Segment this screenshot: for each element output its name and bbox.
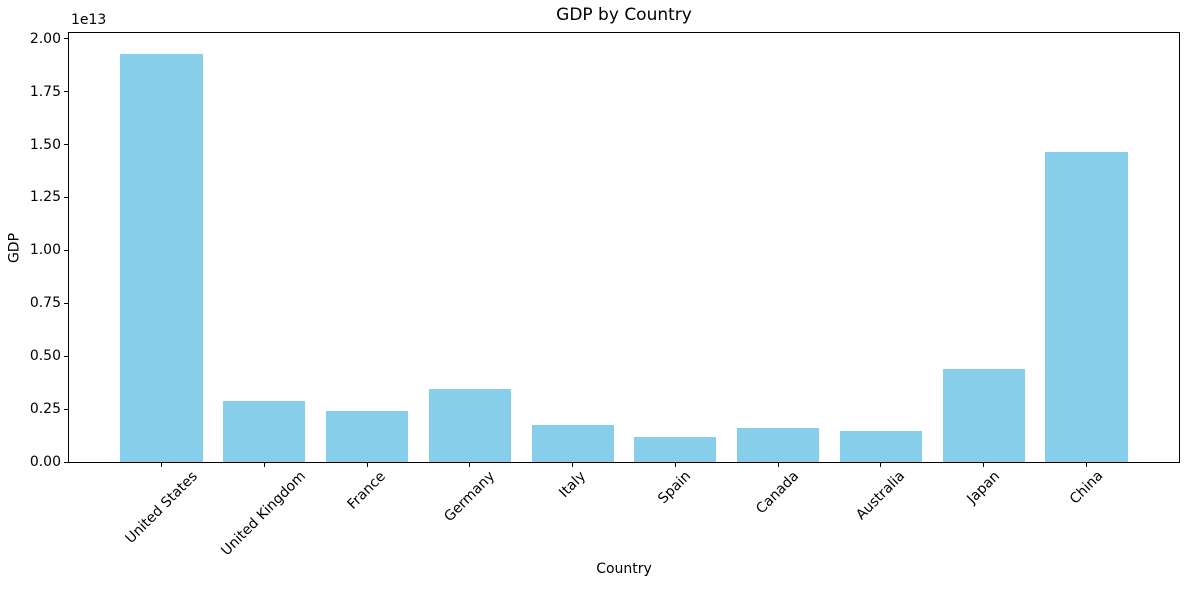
bar-japan: [942, 369, 1025, 462]
y-tick-mark: [64, 302, 68, 304]
y-tick-label-2.00: 2.00: [29, 30, 61, 47]
x-tick-mark: [1086, 463, 1087, 467]
x-tick-label-italy: Italy: [555, 467, 589, 501]
x-tick-mark: [880, 463, 882, 467]
y-tick-mark: [64, 461, 68, 463]
bar-italy: [531, 425, 614, 462]
x-tick-label-france: France: [344, 468, 389, 513]
y-tick-mark: [64, 38, 68, 40]
x-tick-mark: [469, 463, 471, 467]
x-tick-label-united-kingdom: United Kingdom: [218, 467, 310, 559]
x-tick-mark: [983, 463, 985, 467]
x-tick-mark: [161, 463, 162, 467]
x-tick-label-spain: Spain: [655, 467, 695, 507]
x-tick-mark: [263, 463, 265, 467]
x-tick-mark: [777, 463, 779, 467]
y-tick-label-0.25: 0.25: [29, 401, 61, 418]
y-tick-label-1.00: 1.00: [29, 242, 61, 259]
y-tick-label-0.75: 0.75: [29, 295, 61, 312]
bar-australia: [839, 430, 922, 462]
y-tick-label-1.75: 1.75: [29, 83, 61, 100]
x-tick-label-germany: Germany: [441, 467, 498, 525]
bar-spain: [634, 437, 717, 462]
x-axis-title: Country: [596, 561, 652, 577]
y-tick-mark: [64, 144, 68, 145]
x-tick-mark: [572, 463, 574, 467]
y-tick-label-1.25: 1.25: [29, 189, 61, 206]
y-tick-mark: [64, 408, 68, 410]
x-tick-label-china: China: [1066, 467, 1106, 508]
x-tick-label-japan: Japan: [963, 467, 1003, 507]
y-tick-label-0.00: 0.00: [29, 454, 61, 470]
y-tick-label-1.50: 1.50: [29, 136, 61, 153]
y-tick-mark: [64, 91, 68, 93]
bar-united-states: [120, 53, 203, 462]
x-tick-label-australia: Australia: [852, 467, 909, 524]
x-tick-label-united-states: United States: [121, 468, 201, 547]
bar-france: [325, 411, 409, 462]
bar-united-kingdom: [223, 400, 306, 462]
y-axis-offset-label: 1e13: [71, 12, 107, 28]
y-tick-label-0.50: 0.50: [29, 348, 61, 365]
x-tick-mark: [366, 463, 368, 467]
plot-area: [68, 32, 1180, 463]
chart-title: GDP by Country: [556, 5, 692, 25]
x-tick-mark: [674, 463, 676, 467]
bar-germany: [428, 389, 511, 462]
y-tick-mark: [64, 355, 68, 357]
bar-china: [1045, 152, 1128, 462]
y-tick-mark: [64, 196, 68, 198]
y-tick-mark: [64, 249, 68, 251]
x-tick-label-canada: Canada: [753, 467, 803, 517]
bar-canada: [737, 427, 820, 462]
